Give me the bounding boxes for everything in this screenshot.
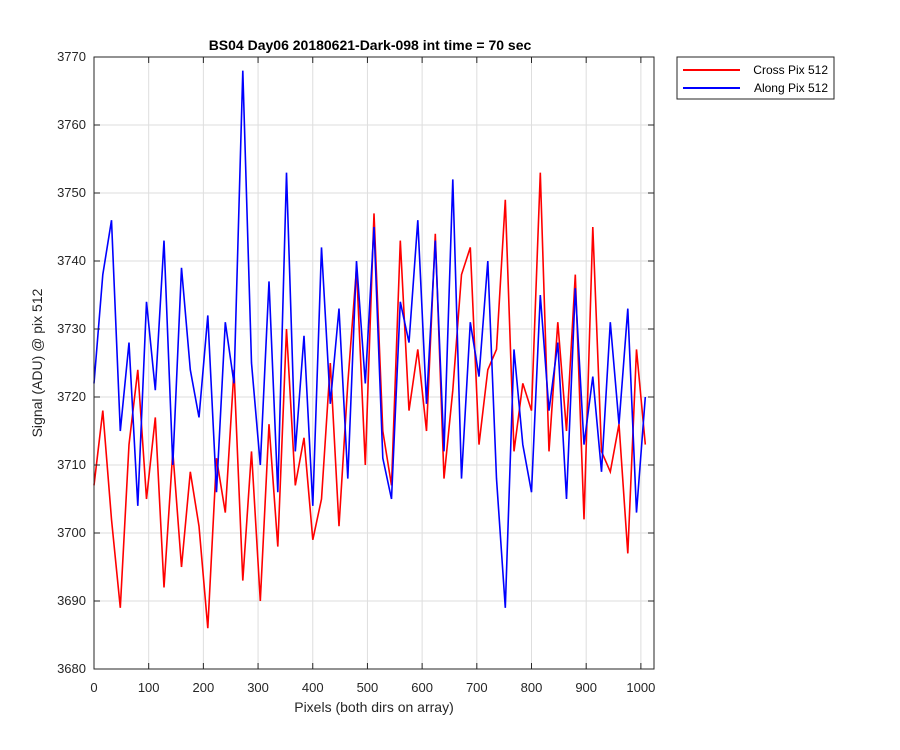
y-tick-label: 3760 xyxy=(57,117,86,132)
legend-label-along: Along Pix 512 xyxy=(754,81,828,95)
x-tick-label: 1000 xyxy=(626,680,655,695)
x-tick-label: 500 xyxy=(357,680,379,695)
x-tick-label: 200 xyxy=(193,680,215,695)
x-tick-label: 800 xyxy=(521,680,543,695)
x-tick-label: 600 xyxy=(411,680,433,695)
y-tick-label: 3680 xyxy=(57,661,86,676)
x-tick-label: 900 xyxy=(575,680,597,695)
x-tick-label: 700 xyxy=(466,680,488,695)
y-axis-title: Signal (ADU) @ pix 512 xyxy=(29,288,45,437)
series-line-cross-pix xyxy=(93,172,647,629)
axis-ticks: 0 100 200 300 400 500 600 700 800 900 1000 3680 3690… xyxy=(57,49,655,695)
y-tick-label: 3770 xyxy=(57,49,86,64)
legend-label-cross: Cross Pix 512 xyxy=(753,63,828,77)
y-tick-label: 3720 xyxy=(57,389,86,404)
legend: Cross Pix 512 Along Pix 512 xyxy=(676,56,835,100)
y-tick-label: 3710 xyxy=(57,457,86,472)
legend-box xyxy=(676,56,835,100)
y-tick-label: 3730 xyxy=(57,321,86,336)
x-axis-title: Pixels (both dirs on array) xyxy=(294,699,454,715)
x-tick-label: 300 xyxy=(247,680,269,695)
x-tick-label: 400 xyxy=(302,680,324,695)
y-tick-label: 3700 xyxy=(57,525,86,540)
y-tick-label: 3740 xyxy=(57,253,86,268)
y-tick-label: 3690 xyxy=(57,593,86,608)
plot-frame xyxy=(93,56,655,670)
x-tick-label: 0 xyxy=(90,680,97,695)
series-line-along-pix xyxy=(93,70,647,608)
series-lines xyxy=(93,70,647,629)
chart-title: BS04 Day06 20180621-Dark-098 int time = … xyxy=(209,37,532,53)
x-tick-label: 100 xyxy=(138,680,160,695)
y-tick-label: 3750 xyxy=(57,185,86,200)
